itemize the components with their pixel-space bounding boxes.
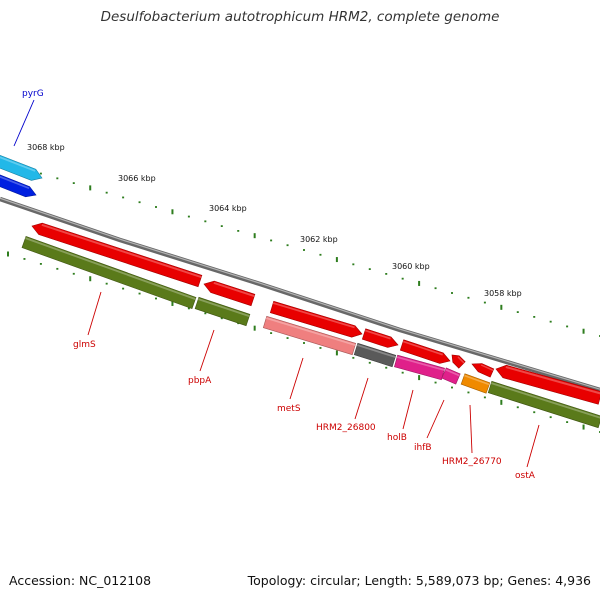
accession-text: Accession: NC_012108 [9, 573, 152, 588]
label-leaders [13, 99, 540, 468]
gene-feature[interactable] [194, 296, 251, 327]
gene-feature-sheen [464, 374, 490, 386]
gene-feature[interactable] [262, 315, 357, 356]
gene-feature-sheen [0, 175, 30, 189]
scale-label: 3068 kbp [27, 143, 65, 152]
label-leader-line [87, 291, 102, 336]
gene-label-pbpa[interactable]: pbpA [188, 376, 212, 386]
gene-label-hrm2-26770[interactable]: HRM2_26770 [442, 457, 502, 467]
gene-label-mets[interactable]: metS [277, 404, 301, 414]
gene-feature-sheen [272, 302, 355, 329]
gene-feature[interactable] [361, 328, 399, 348]
gene-feature-sheen [198, 298, 250, 317]
scale-labels: 3068 kbp 3066 kbp 3064 kbp 3062 kbp 3060 kbp… [27, 143, 522, 298]
gene-feature[interactable] [460, 373, 491, 394]
gene-label-osta[interactable]: ostA [515, 471, 536, 481]
gene-features[interactable] [0, 155, 600, 429]
gene-feature[interactable] [269, 300, 363, 338]
gene-feature-sheen [0, 156, 36, 172]
gene-feature[interactable] [394, 354, 445, 381]
gene-feature-sheen [357, 344, 396, 358]
gene-feature-sheen [402, 340, 443, 356]
label-leader-line [13, 99, 35, 147]
backbone-line [0, 196, 600, 393]
gene-feature[interactable] [495, 364, 600, 405]
gene-feature-sheen [480, 364, 494, 371]
gene-feature-sheen [445, 368, 460, 377]
gene-feature-sheen [396, 356, 445, 371]
tick-marks [7, 161, 600, 433]
gene-feature-sheen [265, 317, 356, 346]
label-leader-line [402, 389, 414, 430]
gene-label-hrm2-26800[interactable]: HRM2_26800 [316, 423, 376, 433]
scale-label: 3058 kbp [484, 289, 522, 298]
scale-label: 3062 kbp [300, 235, 338, 244]
label-leader-line [199, 329, 215, 372]
gene-feature[interactable] [353, 342, 397, 368]
backbone-highlight [0, 197, 600, 390]
scale-label: 3066 kbp [118, 174, 156, 183]
gene-feature[interactable] [487, 380, 600, 429]
gene-feature[interactable] [471, 363, 495, 378]
scale-label: 3064 kbp [209, 204, 247, 213]
gene-feature[interactable] [441, 367, 461, 385]
gene-label-pyrg[interactable]: pyrG [22, 89, 44, 99]
gene-feature[interactable] [203, 280, 256, 307]
gene-feature-sheen [364, 329, 391, 340]
gene-label-ihfb[interactable]: ihfB [414, 443, 432, 453]
gene-feature-sheen [491, 382, 600, 419]
label-leader-line [526, 424, 540, 468]
gene-label-holb[interactable]: holB [387, 433, 407, 443]
gene-feature[interactable] [399, 339, 451, 364]
gene-feature-sheen [457, 356, 465, 364]
label-leader-line [289, 357, 304, 400]
gene-feature-sheen [213, 282, 255, 297]
map-title: Desulfobacterium autotrophicum HRM2, com… [100, 9, 500, 25]
gene-labels[interactable]: pyrG glmS pbpA metS HRM2_26800 holB ihfB HRM2_2… [22, 89, 536, 481]
gene-feature[interactable] [31, 222, 203, 288]
genome-backbone [0, 196, 600, 393]
topology-text: Topology: circular; Length: 5,589,073 bp… [247, 573, 591, 588]
scale-label: 3060 kbp [392, 262, 430, 271]
gene-feature[interactable] [21, 236, 197, 309]
gene-label-glms[interactable]: glmS [73, 340, 96, 350]
gene-feature[interactable] [451, 354, 466, 369]
gene-feature-sheen [25, 237, 196, 300]
label-leader-line [354, 377, 369, 420]
gene-feature-sheen [41, 224, 202, 278]
gene-feature-sheen [505, 366, 600, 395]
label-leader-line [469, 404, 473, 454]
label-leader-line [426, 399, 445, 439]
